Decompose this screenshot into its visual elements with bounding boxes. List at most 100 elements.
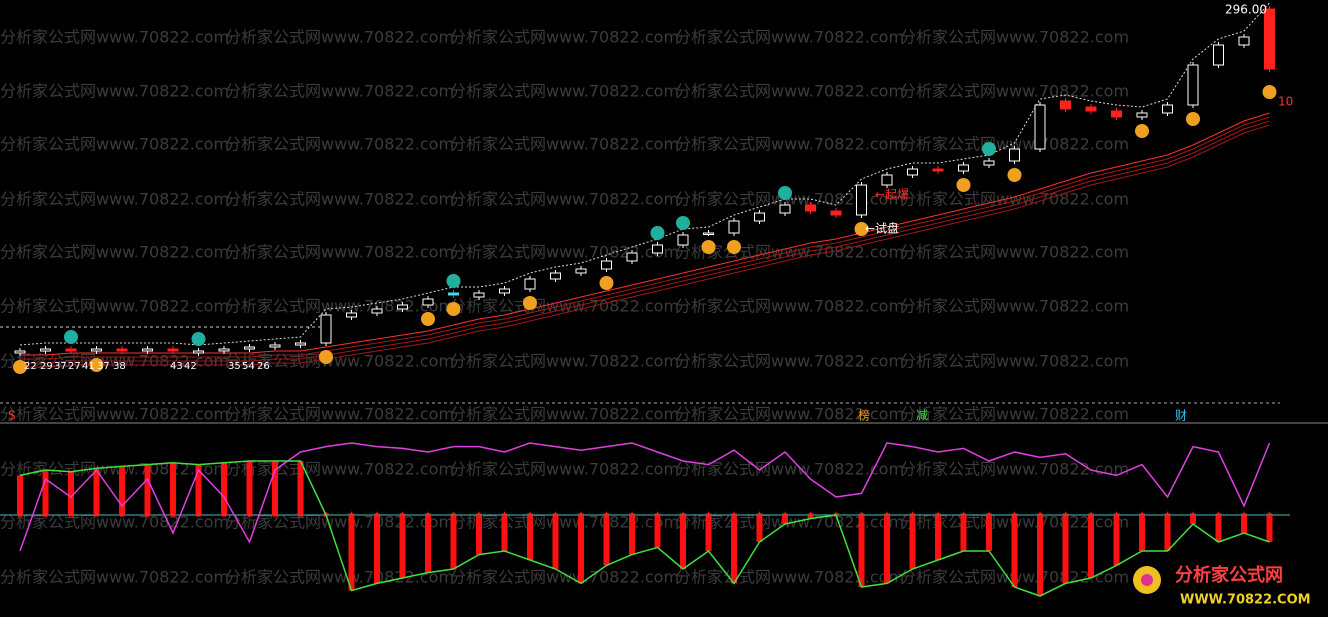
bar <box>705 515 712 551</box>
bar <box>1113 515 1120 566</box>
bar <box>909 515 916 569</box>
star-marker: ★ <box>730 511 738 521</box>
watermark: 分析家公式网www.70822.com <box>0 28 229 47</box>
annotation: ←起爆 <box>875 188 909 202</box>
watermark: 分析家公式网www.70822.com <box>450 297 679 316</box>
watermark: 分析家公式网www.70822.com <box>900 243 1129 262</box>
star-marker: ★ <box>16 511 24 521</box>
bar <box>272 461 278 515</box>
bar <box>654 515 661 548</box>
buy-marker <box>319 350 333 364</box>
candle-body <box>830 210 842 216</box>
star-marker: ★ <box>883 511 891 521</box>
bar <box>425 515 431 573</box>
star-marker: ★ <box>245 511 253 521</box>
bar <box>1037 515 1043 596</box>
star-marker: ★ <box>373 511 381 521</box>
ma-line <box>20 112 1270 356</box>
bar <box>501 515 508 551</box>
star-marker: ★ <box>959 511 967 521</box>
buy-marker <box>854 222 869 236</box>
candle-body <box>193 350 204 354</box>
candle-body <box>244 346 255 350</box>
watermark: 分析家公式网www.70822.com <box>450 243 679 262</box>
bar <box>1062 515 1069 584</box>
sell-marker <box>446 274 461 288</box>
candle-body <box>346 312 357 318</box>
star-marker: ★ <box>628 511 636 521</box>
buy-marker <box>1007 168 1022 182</box>
star-marker: ★ <box>704 511 712 521</box>
bar <box>170 462 176 515</box>
candle-body <box>371 308 383 314</box>
watermark: 分析家公式网www.70822.com <box>450 82 679 101</box>
star-marker: ★ <box>1214 511 1222 521</box>
watermark: 分析家公式网www.70822.com <box>900 352 1129 371</box>
star-marker: ★ <box>551 511 559 521</box>
bar <box>527 515 533 560</box>
watermark: 分析家公式网www.70822.com <box>675 82 904 101</box>
star-marker: ★ <box>1061 511 1069 521</box>
candle-body <box>728 220 740 234</box>
star-marker: ★ <box>41 511 49 521</box>
candle-body <box>1213 44 1224 66</box>
watermark: 分析家公式网www.70822.com <box>0 190 229 209</box>
star-marker: ★ <box>602 511 610 521</box>
annotation: 37 <box>54 361 67 372</box>
candle-body <box>1060 100 1071 110</box>
bar <box>144 464 151 515</box>
bar <box>986 515 992 551</box>
candle-body <box>473 292 485 298</box>
candle-body <box>626 252 638 262</box>
buy-marker <box>523 296 537 310</box>
buy-marker <box>421 312 435 326</box>
sell-marker <box>650 226 665 240</box>
watermark: 分析家公式网www.70822.com <box>225 135 454 154</box>
watermark: 分析家公式网www.70822.com <box>225 460 454 479</box>
candle-body <box>575 268 587 274</box>
candle-body <box>499 288 510 294</box>
bar <box>195 464 202 515</box>
annotation: 43 <box>170 361 183 372</box>
sell-marker <box>982 142 996 156</box>
buy-marker <box>701 240 716 254</box>
watermark: 分析家公式网www.70822.com <box>225 82 454 101</box>
star-marker: ★ <box>806 511 814 521</box>
star-marker: ★ <box>679 511 687 521</box>
watermark: 分析家公式网www.70822.com <box>900 297 1129 316</box>
watermark: 分析家公式网www.70822.com <box>450 352 679 371</box>
star-marker: ★ <box>92 511 100 521</box>
star-marker: ★ <box>653 511 661 521</box>
bar <box>782 515 788 524</box>
signal-label: 榜 <box>858 408 870 423</box>
star-marker: ★ <box>143 511 151 521</box>
bar <box>450 515 457 569</box>
bar <box>960 515 967 551</box>
sell-marker <box>676 216 690 230</box>
star-marker: ★ <box>1163 511 1171 521</box>
candle-body <box>932 168 944 172</box>
bar <box>603 515 610 566</box>
watermark: 分析家公式网www.70822.com <box>900 28 1129 47</box>
annotation: 10 <box>1278 95 1293 109</box>
watermark: 分析家公式网www.70822.com <box>900 135 1129 154</box>
watermark: 分析家公式网www.70822.com <box>675 297 904 316</box>
bar <box>858 515 865 587</box>
bar <box>399 515 406 578</box>
annotation: 27 <box>68 361 81 372</box>
bar <box>93 468 100 515</box>
watermark: 分析家公式网www.70822.com <box>0 568 229 587</box>
watermark: 分析家公式网www.70822.com <box>225 28 454 47</box>
star-marker: ★ <box>781 511 789 521</box>
candle-body <box>1162 104 1173 114</box>
bar <box>552 515 559 569</box>
watermark: 分析家公式网www.70822.com <box>0 135 229 154</box>
candle-body <box>652 244 663 254</box>
star-marker: ★ <box>500 511 508 521</box>
annotation: 42 <box>184 361 197 372</box>
bar <box>1088 515 1094 578</box>
signal-label: 减 <box>916 409 928 423</box>
candle-body <box>295 342 306 346</box>
annotation: 296.00 <box>1225 3 1267 17</box>
candle-body <box>65 348 77 352</box>
